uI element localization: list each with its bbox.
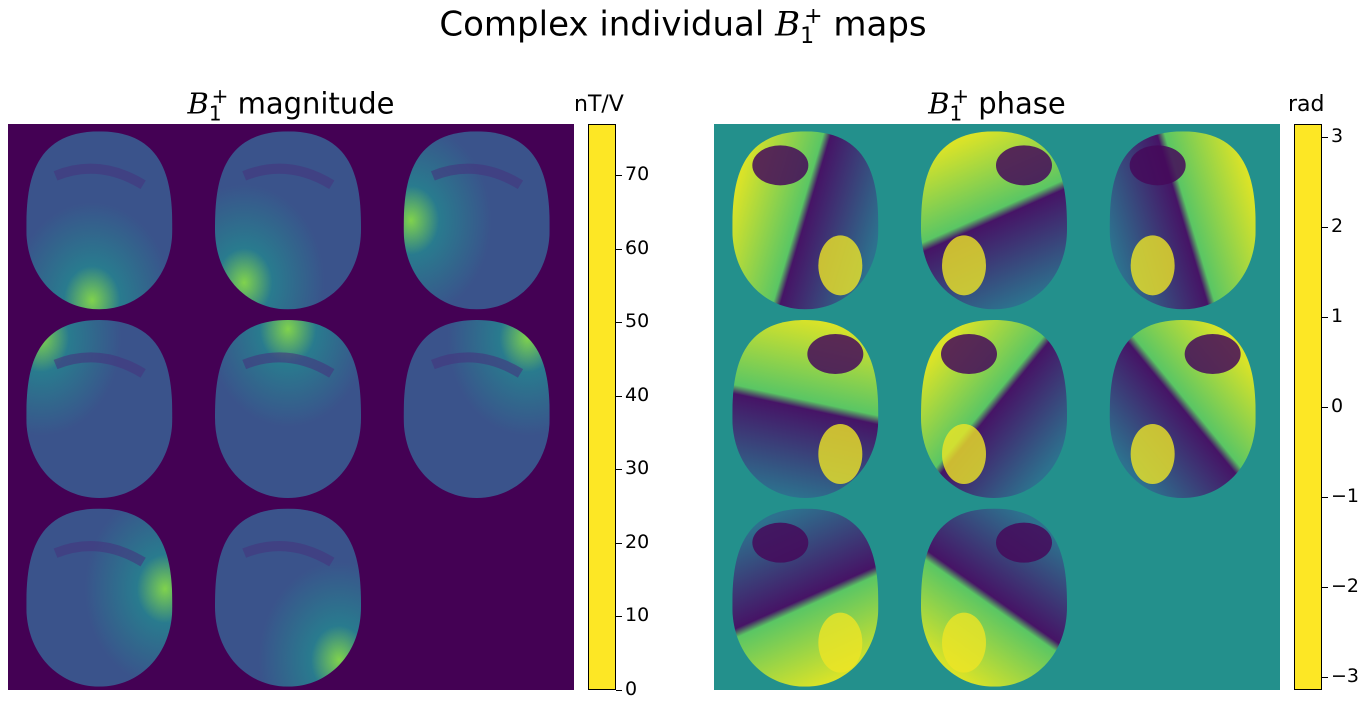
colorbar-tick-label: 60 bbox=[625, 237, 650, 259]
colorbar-tick-label: 0 bbox=[625, 678, 638, 700]
magnitude-colorbar bbox=[588, 124, 616, 690]
magnitude-map bbox=[8, 124, 574, 690]
magnitude-colorbar-unit: nT/V bbox=[574, 92, 624, 117]
channel-map-1 bbox=[26, 131, 173, 310]
colorbar-tick-label: 1 bbox=[1331, 305, 1344, 327]
colorbar-tick bbox=[1322, 317, 1328, 318]
colorbar-tick-label: 40 bbox=[625, 384, 650, 406]
magnitude-panel-title: B1+ magnitude bbox=[187, 84, 395, 126]
colorbar-tick-label: 70 bbox=[625, 163, 650, 185]
channel-map-7 bbox=[732, 508, 879, 687]
colorbar-tick bbox=[616, 322, 622, 323]
phase-colorbar bbox=[1294, 124, 1322, 690]
colorbar-tick-label: 50 bbox=[625, 310, 650, 332]
channel-map-8 bbox=[215, 508, 361, 687]
magnitude-heatmap-svg bbox=[8, 124, 574, 690]
channel-map-3 bbox=[1109, 131, 1256, 310]
colorbar-tick-label: 2 bbox=[1331, 215, 1344, 237]
colorbar-tick-label: 0 bbox=[1331, 395, 1344, 417]
channel-map-4 bbox=[26, 320, 173, 498]
colorbar-tick bbox=[1322, 677, 1328, 678]
channel-map-3 bbox=[403, 131, 550, 310]
channel-map-4 bbox=[732, 320, 879, 498]
colorbar-tick-label: −3 bbox=[1331, 665, 1360, 687]
phase-heatmap-svg bbox=[714, 124, 1280, 690]
colorbar-tick-label: 20 bbox=[625, 531, 650, 553]
channel-map-7 bbox=[26, 508, 173, 687]
channel-map-6 bbox=[403, 320, 550, 498]
phase-colorbar-unit: rad bbox=[1288, 92, 1325, 117]
colorbar-tick bbox=[616, 469, 622, 470]
colorbar-tick-label: −1 bbox=[1331, 485, 1360, 507]
phase-panel-title: B1+ phase bbox=[928, 84, 1066, 126]
channel-map-5 bbox=[921, 320, 1067, 498]
channel-map-2 bbox=[215, 131, 361, 310]
colorbar-tick bbox=[616, 175, 622, 176]
channel-map-5 bbox=[215, 320, 361, 498]
colorbar-tick bbox=[616, 543, 622, 544]
colorbar-tick bbox=[616, 616, 622, 617]
colorbar-tick bbox=[1322, 227, 1328, 228]
colorbar-tick bbox=[1322, 137, 1328, 138]
channel-map-1 bbox=[732, 131, 879, 310]
colorbar-tick-label: 3 bbox=[1331, 125, 1344, 147]
phase-map bbox=[714, 124, 1280, 690]
colorbar-tick bbox=[616, 249, 622, 250]
channel-map-2 bbox=[921, 131, 1067, 310]
channel-map-6 bbox=[1109, 320, 1256, 498]
colorbar-tick bbox=[616, 396, 622, 397]
colorbar-tick-label: −2 bbox=[1331, 575, 1360, 597]
colorbar-tick-label: 10 bbox=[625, 604, 650, 626]
colorbar-tick-label: 30 bbox=[625, 457, 650, 479]
channel-map-8 bbox=[921, 508, 1067, 687]
colorbar-tick bbox=[1322, 587, 1328, 588]
colorbar-tick bbox=[1322, 497, 1328, 498]
colorbar-tick bbox=[616, 690, 622, 691]
figure-title: Complex individual B1+ maps bbox=[439, 4, 927, 50]
colorbar-tick bbox=[1322, 407, 1328, 408]
